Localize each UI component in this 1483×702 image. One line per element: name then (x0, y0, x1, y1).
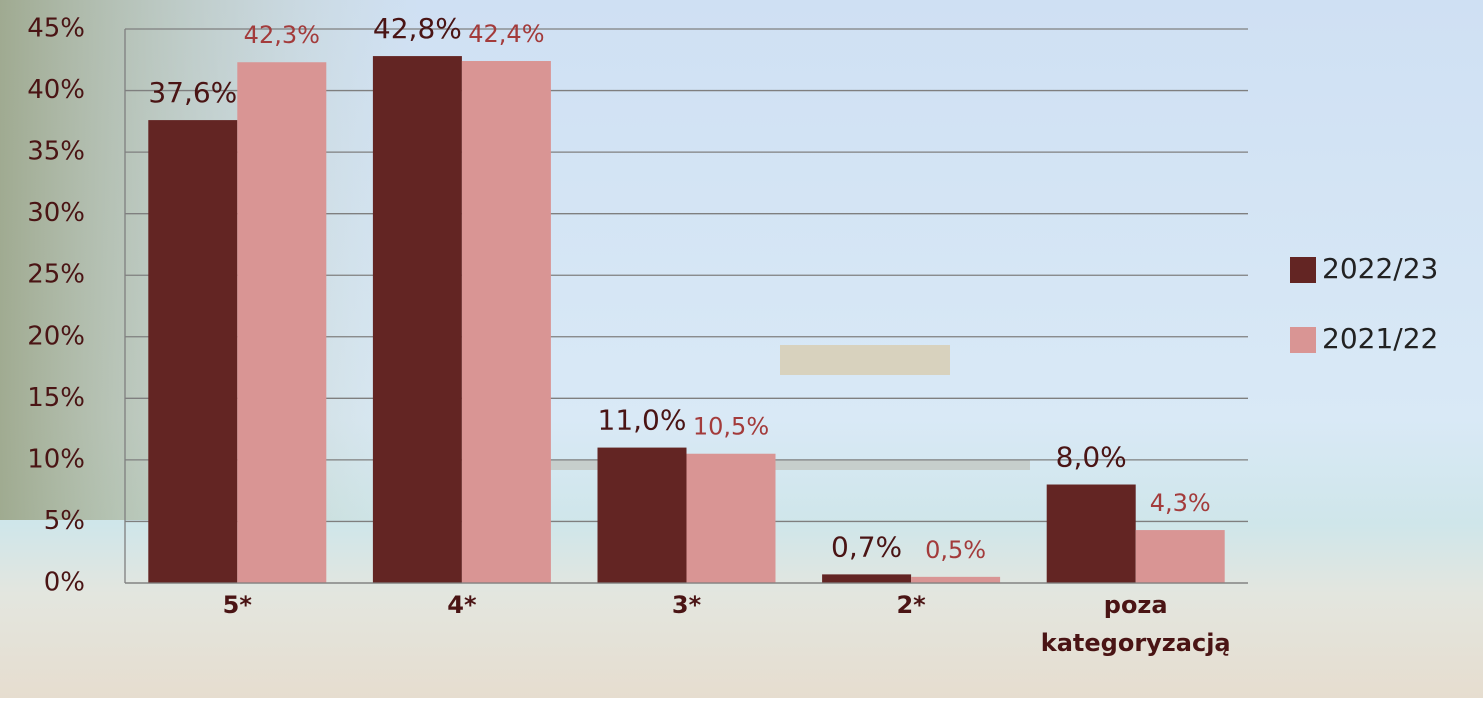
y-tick-label: 35% (27, 137, 85, 167)
bar (822, 574, 912, 583)
bar (686, 453, 776, 583)
bar (461, 61, 551, 583)
legend-swatch (1290, 327, 1316, 353)
bar (1046, 484, 1136, 583)
background-hut (780, 345, 950, 375)
x-tick-label: 3* (672, 591, 702, 619)
legend-label: 2021/22 (1322, 322, 1438, 355)
y-tick-label: 15% (27, 383, 85, 413)
bar (372, 56, 462, 583)
value-label: 37,6% (148, 76, 237, 109)
value-label: 0,5% (925, 536, 986, 564)
bar (597, 447, 687, 583)
y-tick-label: 40% (27, 75, 85, 105)
y-tick-label: 5% (44, 506, 85, 536)
background-pier (550, 460, 1030, 470)
value-label: 4,3% (1150, 489, 1211, 517)
value-label: 11,0% (598, 404, 687, 437)
y-tick-label: 0% (44, 568, 85, 598)
bar (1135, 530, 1225, 583)
y-tick-label: 20% (27, 321, 85, 351)
x-tick-label: 4* (447, 591, 477, 619)
value-label: 42,3% (244, 21, 320, 49)
bar (911, 576, 1001, 583)
value-label: 10,5% (693, 413, 769, 441)
y-tick-label: 10% (27, 444, 85, 474)
y-tick-label: 45% (27, 14, 85, 44)
bar (148, 120, 238, 583)
legend-label: 2022/23 (1322, 252, 1438, 285)
y-tick-label: 30% (27, 198, 85, 228)
x-tick-label: poza kategoryzacją (1041, 591, 1231, 657)
value-label: 8,0% (1056, 441, 1127, 474)
x-tick-label: 2* (896, 591, 926, 619)
bar (237, 62, 327, 584)
x-tick-label: 5* (223, 591, 253, 619)
y-tick-label: 25% (27, 260, 85, 290)
value-label: 42,8% (373, 12, 462, 45)
legend-swatch (1290, 257, 1316, 283)
value-label: 0,7% (831, 530, 902, 563)
value-label: 42,4% (468, 20, 544, 48)
